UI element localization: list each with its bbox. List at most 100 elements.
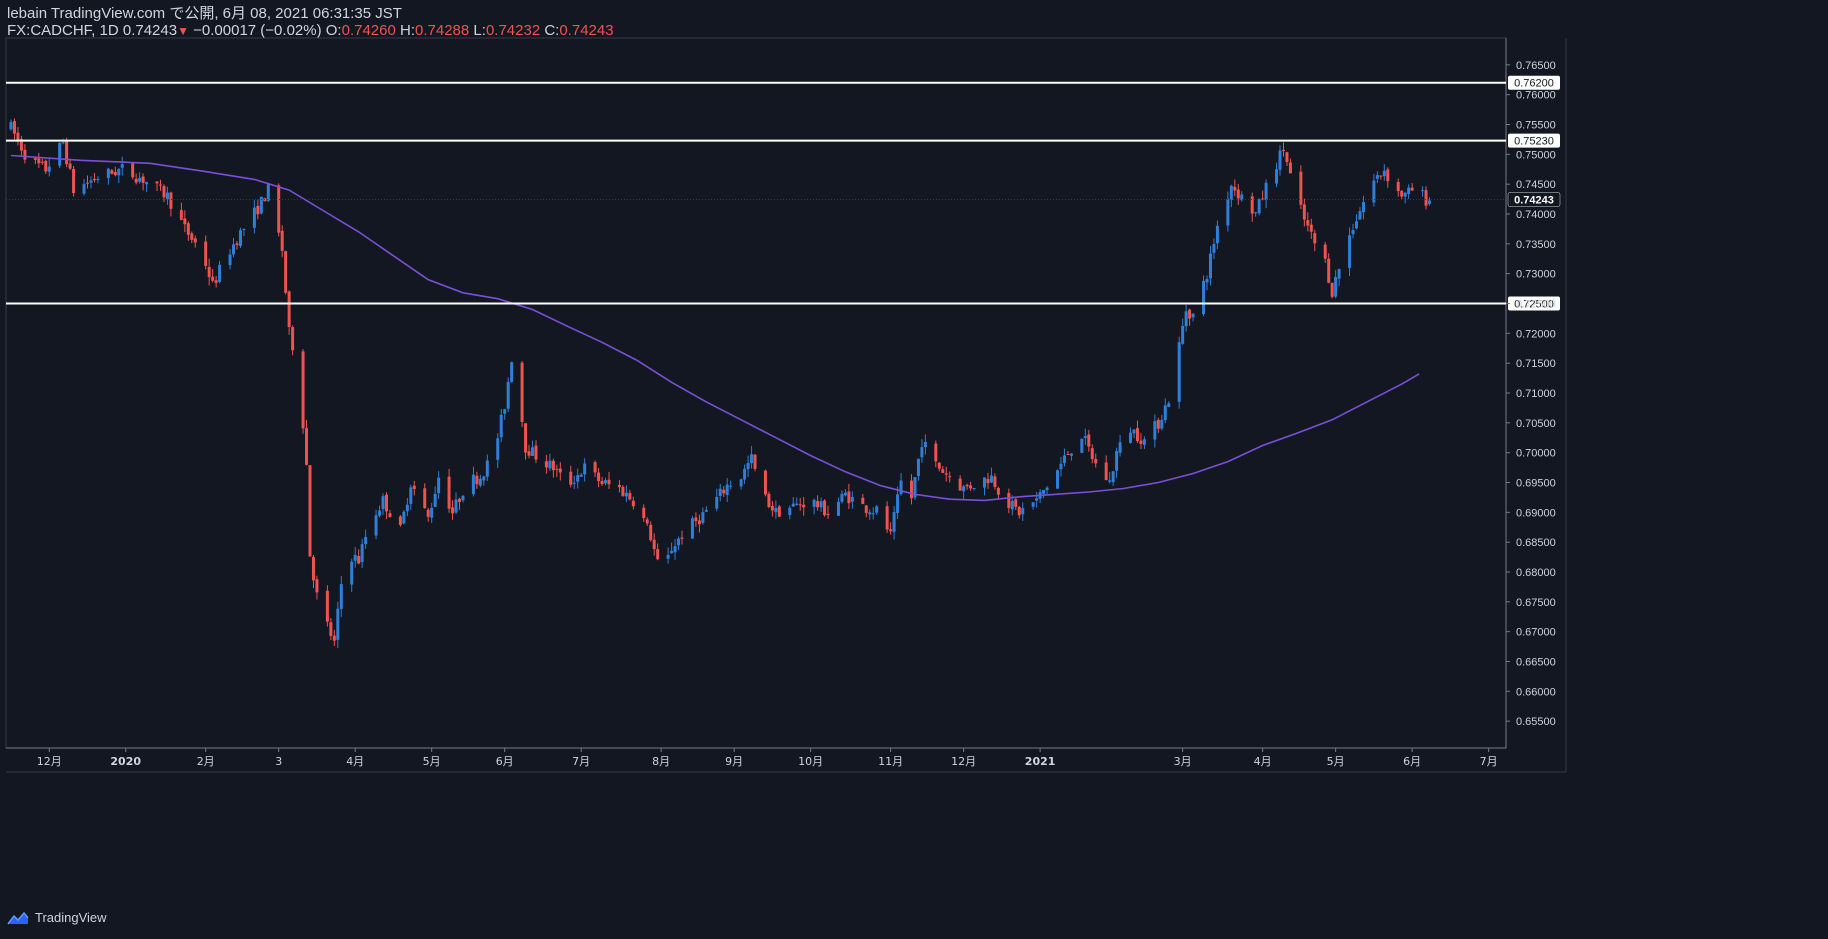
candle-body — [555, 468, 559, 470]
candle-body — [33, 158, 37, 160]
candle-body — [1396, 181, 1400, 192]
candle-body — [916, 458, 920, 477]
candle-body — [1153, 421, 1157, 440]
time-tick-label: 2020 — [110, 755, 141, 768]
candle-body — [774, 508, 778, 513]
candle-body — [1010, 500, 1014, 510]
candle-body — [652, 539, 656, 550]
candle-body — [1017, 507, 1021, 516]
candle-body — [350, 561, 354, 585]
candle-body — [1108, 480, 1112, 482]
candle-body — [524, 423, 528, 453]
level-price-badge — [1508, 133, 1560, 148]
candle-body — [791, 503, 795, 507]
candle-body — [19, 138, 23, 151]
candle-body — [381, 496, 385, 510]
candle-body — [1129, 432, 1133, 443]
candle-body — [739, 479, 743, 487]
candle-body — [426, 509, 430, 517]
candle-body — [1351, 230, 1355, 235]
candle-body — [204, 241, 208, 266]
price-tick-label: 0.66000 — [1516, 686, 1556, 698]
close-label: C: — [544, 22, 560, 39]
candle-body — [207, 266, 211, 278]
candle-body — [527, 451, 531, 456]
candle-body — [141, 176, 145, 183]
candle-body — [593, 462, 597, 473]
time-tick-label: 6月 — [496, 755, 514, 768]
candle-body — [228, 254, 232, 266]
candle-body — [1056, 470, 1059, 489]
candle-body — [1191, 313, 1195, 318]
candle-body — [61, 142, 65, 144]
time-tick-label: 8月 — [652, 755, 670, 768]
candle-body — [993, 476, 997, 487]
candle-body — [628, 493, 632, 500]
footer-brand[interactable]: TradingView — [6, 910, 107, 925]
price-tick-label: 0.68000 — [1516, 567, 1556, 579]
candle-body — [1382, 170, 1386, 177]
candle-body — [1080, 438, 1084, 453]
candle-body — [1337, 269, 1341, 279]
candle-body — [1264, 182, 1268, 200]
price-tick-label: 0.76500 — [1516, 60, 1556, 72]
candle-body — [412, 485, 416, 490]
time-tick-label: 7月 — [1480, 755, 1498, 768]
candle-body — [1375, 175, 1379, 179]
candle-body — [336, 608, 340, 640]
candle-body — [989, 475, 993, 483]
candle-body — [332, 635, 336, 641]
time-axis[interactable]: 12月 2020 2月 3 4月 5月 6月 7月 8月 9月 10月 11月 12月 2021 3月 4月 5… — [37, 748, 1498, 768]
level-price-label: 0.76200 — [1514, 78, 1554, 90]
candle-body — [242, 229, 246, 231]
candle-body — [572, 482, 576, 484]
candle-body — [169, 192, 173, 209]
horizontal-levels[interactable]: 0.76200 0.75230 0.72500 0.74243 — [6, 75, 1561, 311]
candle-body — [534, 445, 538, 460]
candle-body — [159, 184, 162, 186]
time-tick-label: 7月 — [572, 755, 590, 768]
candle-body — [750, 454, 754, 464]
candle-body — [551, 460, 555, 471]
level-price-label: 0.75230 — [1514, 136, 1554, 148]
candle-body — [145, 181, 149, 185]
candle-body — [461, 495, 465, 501]
candle-body — [1257, 199, 1261, 214]
candle-body — [1400, 191, 1404, 197]
ohlc-legend: FX:CADCHF, 1D 0.74243▼ −0.00017 (−0.02%)… — [7, 22, 614, 40]
candle-body — [868, 512, 872, 515]
candle-body — [503, 409, 507, 414]
candle-body — [597, 472, 601, 482]
candle-body — [65, 140, 69, 165]
candle-body — [861, 497, 865, 505]
candle-body — [718, 488, 722, 497]
open-label: O: — [325, 22, 342, 39]
candle-body — [291, 327, 295, 351]
candle-body — [1090, 448, 1094, 459]
candle-body — [9, 121, 13, 130]
candle-body — [920, 447, 924, 458]
candle-body — [1115, 451, 1119, 471]
price-axis[interactable]: 0.76500 0.76000 0.75500 0.75000 0.74500 0.740… — [1506, 60, 1556, 728]
candle-body — [496, 438, 500, 460]
publish-line: lebain TradingView.com で公開, 6月 08, 2021 … — [7, 5, 402, 22]
candle-body — [743, 468, 747, 480]
candle-body — [308, 465, 312, 557]
time-tick-label: 12月 — [37, 755, 62, 768]
candle-body — [1407, 187, 1411, 195]
candle-body — [1226, 198, 1230, 226]
price-tick-label: 0.71500 — [1516, 358, 1556, 370]
candle-body — [485, 460, 489, 477]
candle-body — [948, 476, 952, 478]
time-tick-label: 3月 — [1174, 755, 1192, 768]
candle-body — [1035, 498, 1039, 501]
candle-body — [155, 181, 159, 184]
candle-body — [1386, 169, 1390, 182]
candle-body — [607, 479, 611, 485]
symbol-label[interactable]: FX:CADCHF, 1D — [7, 22, 119, 39]
candle-body — [690, 518, 694, 539]
candle-body — [96, 178, 100, 180]
candle-body — [82, 184, 86, 194]
candle-body — [214, 280, 218, 283]
